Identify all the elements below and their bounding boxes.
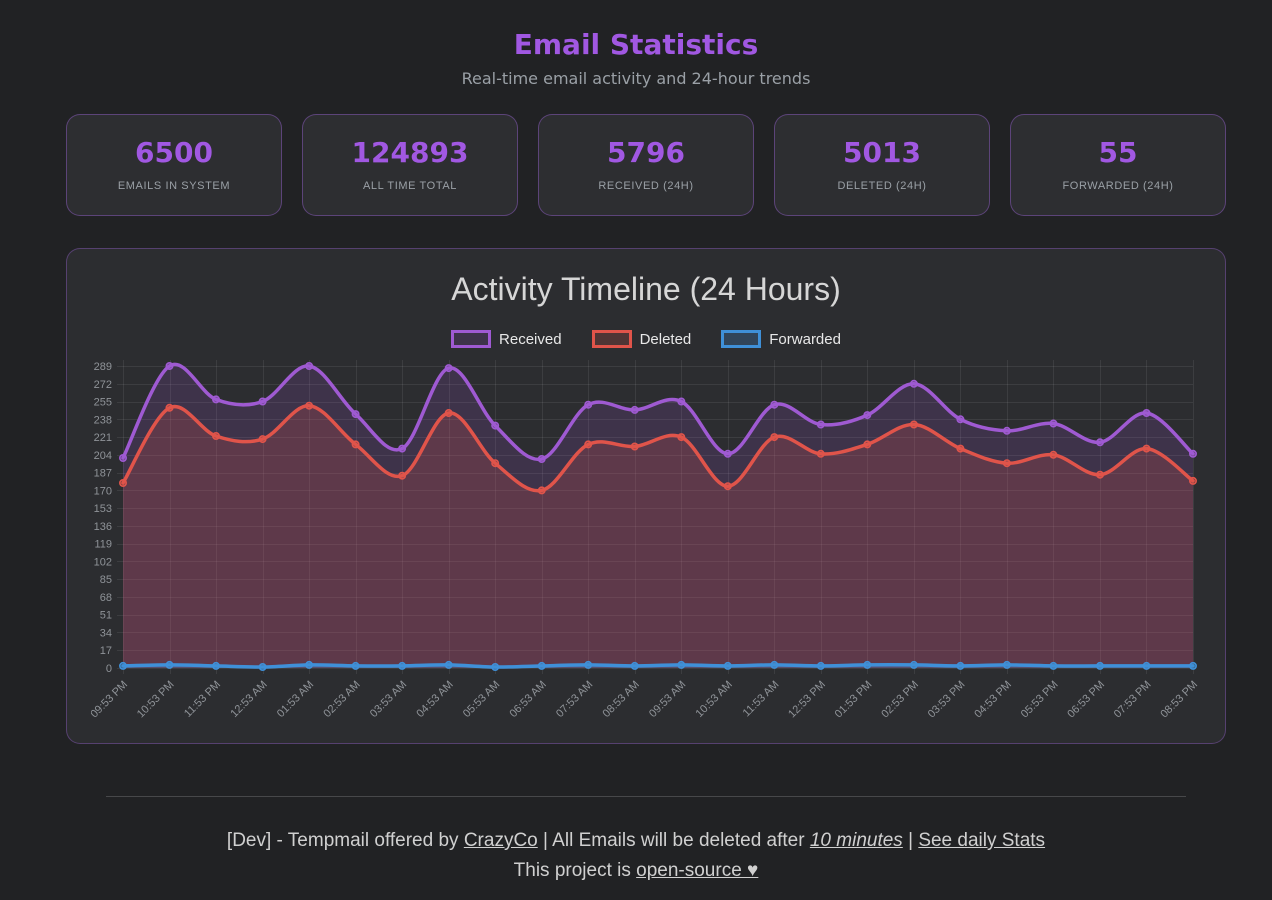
stat-label: DELETED (24H) xyxy=(837,179,927,192)
svg-text:68: 68 xyxy=(100,592,112,604)
stat-label: ALL TIME TOTAL xyxy=(363,179,457,192)
chart-legend: Received Deleted Forwarded xyxy=(91,330,1201,348)
footer-line-2: This project is open-source ♥ xyxy=(0,856,1272,886)
stat-value: 6500 xyxy=(135,135,213,169)
svg-text:10:53 AM: 10:53 AM xyxy=(694,679,735,720)
svg-text:153: 153 xyxy=(94,503,112,515)
stat-label: EMAILS IN SYSTEM xyxy=(117,179,231,192)
stat-card-received-24h: 5796 RECEIVED (24H) xyxy=(538,114,754,216)
svg-text:272: 272 xyxy=(94,379,112,391)
stat-value: 124893 xyxy=(351,135,469,169)
svg-text:204: 204 xyxy=(94,450,112,462)
stats-row: 6500 EMAILS IN SYSTEM 124893 ALL TIME TO… xyxy=(66,114,1226,216)
legend-item-received[interactable]: Received xyxy=(451,330,562,348)
svg-text:187: 187 xyxy=(94,468,112,480)
svg-text:05:53 AM: 05:53 AM xyxy=(461,679,502,720)
svg-text:05:53 PM: 05:53 PM xyxy=(1019,679,1061,721)
stat-card-emails-in-system: 6500 EMAILS IN SYSTEM xyxy=(66,114,282,216)
page-title: Email Statistics xyxy=(513,28,759,61)
svg-text:119: 119 xyxy=(94,539,112,551)
crazyco-link[interactable]: CrazyCo xyxy=(463,830,538,851)
svg-text:06:53 AM: 06:53 AM xyxy=(507,679,548,720)
svg-text:01:53 PM: 01:53 PM xyxy=(833,679,875,721)
svg-text:03:53 AM: 03:53 AM xyxy=(368,679,409,720)
chart-title: Activity Timeline (24 Hours) xyxy=(451,271,841,307)
open-source-link[interactable]: open-source ♥ xyxy=(636,860,759,881)
page-subtitle: Real-time email activity and 24-hour tre… xyxy=(461,69,811,88)
activity-timeline-chart: 0 17 34 51 68 85 102 119 136 153 170 187 204 221 238 25… xyxy=(88,360,1200,721)
svg-text:06:53 PM: 06:53 PM xyxy=(1065,679,1107,721)
svg-text:85: 85 xyxy=(100,574,112,586)
svg-text:17: 17 xyxy=(100,645,112,657)
legend-item-forwarded[interactable]: Forwarded xyxy=(721,330,841,348)
footer-line-1: [Dev] - Tempmail offered by CrazyCo | Al… xyxy=(0,826,1272,856)
ten-minutes-link[interactable]: 10 minutes xyxy=(809,830,903,851)
svg-text:02:53 AM: 02:53 AM xyxy=(321,679,362,720)
footer-text: This project is xyxy=(513,860,637,881)
series-received xyxy=(118,362,1198,668)
svg-text:03:53 PM: 03:53 PM xyxy=(926,679,968,721)
footer-text: [Dev] - Tempmail offered by xyxy=(226,830,464,851)
footer: [Dev] - Tempmail offered by CrazyCo | Al… xyxy=(0,826,1272,886)
svg-text:11:53 AM: 11:53 AM xyxy=(741,679,782,720)
stat-value: 55 xyxy=(1098,135,1138,169)
stat-card-deleted-24h: 5013 DELETED (24H) xyxy=(774,114,990,216)
svg-text:255: 255 xyxy=(94,397,112,409)
stat-card-forwarded-24h: 55 FORWARDED (24H) xyxy=(1010,114,1226,216)
svg-text:01:53 AM: 01:53 AM xyxy=(275,679,316,720)
svg-text:12:53 PM: 12:53 PM xyxy=(786,679,828,721)
svg-text:08:53 PM: 08:53 PM xyxy=(1158,679,1200,721)
svg-text:12:53 AM: 12:53 AM xyxy=(228,679,269,720)
deleted-swatch-icon xyxy=(591,330,632,348)
series-deleted xyxy=(118,401,1198,668)
stat-value: 5013 xyxy=(843,135,921,169)
received-swatch-icon xyxy=(451,330,492,348)
legend-label: Forwarded xyxy=(769,330,841,348)
svg-text:04:53 PM: 04:53 PM xyxy=(972,679,1014,721)
svg-text:51: 51 xyxy=(100,610,112,622)
svg-text:09:53 AM: 09:53 AM xyxy=(647,679,688,720)
svg-text:170: 170 xyxy=(94,485,112,497)
x-axis-labels: 09:53 PM 10:53 PM 11:53 PM 12:53 AM 01:53 AM… xyxy=(88,679,1200,721)
stat-card-all-time-total: 124893 ALL TIME TOTAL xyxy=(302,114,518,216)
activity-timeline-panel: Activity Timeline (24 Hours) Received De… xyxy=(66,248,1226,744)
svg-text:221: 221 xyxy=(94,432,112,444)
legend-label: Received xyxy=(499,330,562,348)
see-daily-stats-link[interactable]: See daily Stats xyxy=(918,830,1046,851)
svg-text:08:53 AM: 08:53 AM xyxy=(601,679,642,720)
stat-label: FORWARDED (24H) xyxy=(1062,179,1174,192)
svg-text:09:53 PM: 09:53 PM xyxy=(91,679,130,721)
svg-text:02:53 PM: 02:53 PM xyxy=(879,679,921,721)
svg-text:102: 102 xyxy=(94,556,112,568)
stat-value: 5796 xyxy=(607,135,685,169)
svg-text:07:53 AM: 07:53 AM xyxy=(554,679,595,720)
svg-text:238: 238 xyxy=(94,414,112,426)
y-axis-labels: 0 17 34 51 68 85 102 119 136 153 170 187 204 221 238 25… xyxy=(94,361,112,675)
svg-text:04:53 AM: 04:53 AM xyxy=(414,679,455,720)
grid xyxy=(117,360,1194,674)
svg-text:11:53 PM: 11:53 PM xyxy=(182,679,223,720)
chart-canvas: 0 17 34 51 68 85 102 119 136 153 170 187 204 221 238 25… xyxy=(88,354,1201,743)
svg-text:10:53 PM: 10:53 PM xyxy=(135,679,177,721)
forwarded-swatch-icon xyxy=(721,330,762,348)
legend-item-deleted[interactable]: Deleted xyxy=(591,330,692,348)
svg-text:07:53 PM: 07:53 PM xyxy=(1112,679,1154,721)
svg-text:0: 0 xyxy=(106,663,112,675)
footer-text: | xyxy=(902,830,919,851)
footer-text: | All Emails will be deleted after xyxy=(537,830,810,851)
legend-label: Deleted xyxy=(639,330,692,348)
footer-divider xyxy=(106,796,1186,797)
page-header: Email Statistics Real-time email activit… xyxy=(0,0,1272,88)
svg-text:34: 34 xyxy=(100,627,112,639)
svg-text:289: 289 xyxy=(94,361,112,373)
series-forwarded xyxy=(118,660,1198,671)
stat-label: RECEIVED (24H) xyxy=(598,179,694,192)
svg-text:136: 136 xyxy=(94,521,112,533)
